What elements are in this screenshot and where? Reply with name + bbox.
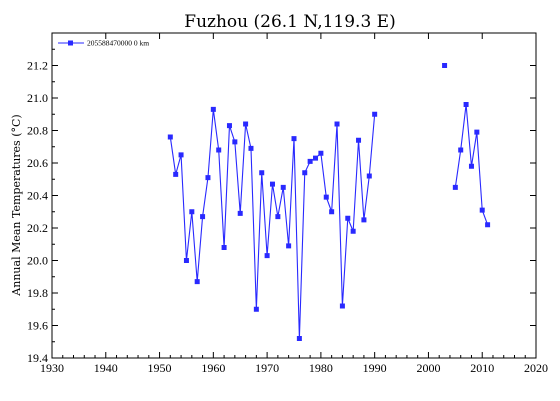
data-point <box>302 170 308 176</box>
data-point <box>339 303 345 309</box>
x-tick-label: 1960 <box>201 361 225 375</box>
data-point <box>474 129 480 135</box>
y-tick-label: 20.2 <box>27 221 48 235</box>
data-point <box>183 258 189 263</box>
axis-ticks: 1930 1940 1950 1960 1970 1980 1990 2000 2010 2020… <box>27 33 548 375</box>
x-tick-label: 2020 <box>524 361 548 375</box>
data-point <box>264 253 270 259</box>
data-point <box>243 121 249 127</box>
data-point <box>366 173 372 179</box>
data-point <box>485 222 491 228</box>
data-point <box>205 175 211 181</box>
data-point <box>221 245 227 250</box>
data-point <box>194 279 200 285</box>
chart-title: Fuzhou (26.1 N,119.3 E) <box>184 12 395 32</box>
data-point <box>318 150 324 156</box>
y-axis-label: Annual Mean Temperatures (°C) <box>10 114 23 296</box>
data-point <box>329 209 335 215</box>
y-tick-label: 19.4 <box>27 351 48 365</box>
x-tick-label: 1980 <box>309 361 333 375</box>
data-point <box>345 215 351 221</box>
data-point <box>167 134 173 140</box>
data-point <box>232 139 238 145</box>
data-point <box>248 145 254 151</box>
y-tick-label: 20.0 <box>27 254 48 268</box>
data-point <box>178 152 184 158</box>
data-point <box>280 184 286 190</box>
y-tick-label: 19.8 <box>27 286 48 300</box>
data-point <box>216 147 222 153</box>
series-group <box>167 63 491 341</box>
data-point <box>189 209 195 215</box>
y-tick-label: 20.6 <box>27 156 48 170</box>
data-point <box>291 136 297 142</box>
x-tick-label: 1990 <box>363 361 387 375</box>
data-point <box>372 111 378 117</box>
x-tick-label: 1940 <box>94 361 118 375</box>
data-point <box>210 106 216 112</box>
y-tick-label: 21.0 <box>27 91 48 105</box>
data-point <box>200 214 206 220</box>
plot-frame <box>51 32 537 359</box>
legend-marker <box>68 40 73 46</box>
x-tick-label: 1950 <box>148 361 172 375</box>
legend: 205588470000 0 km <box>58 39 149 48</box>
y-tick-label: 20.4 <box>27 189 48 203</box>
data-point <box>361 217 367 223</box>
x-tick-label: 1930 <box>40 361 64 375</box>
x-tick-label: 2000 <box>416 361 440 375</box>
y-tick-label: 19.6 <box>27 319 48 333</box>
data-point <box>286 243 292 249</box>
data-point <box>350 228 356 234</box>
y-tick-label: 21.2 <box>27 59 48 73</box>
data-point <box>237 210 243 216</box>
data-point <box>323 194 329 200</box>
data-point <box>468 163 474 169</box>
data-point <box>226 123 232 129</box>
data-point <box>463 102 469 107</box>
data-point <box>313 155 319 161</box>
data-point <box>442 63 448 68</box>
x-tick-label: 1970 <box>255 361 279 375</box>
data-point <box>307 158 313 164</box>
data-point <box>259 170 265 176</box>
x-tick-label: 2010 <box>470 361 494 375</box>
data-point <box>275 214 281 220</box>
data-point <box>458 147 464 153</box>
data-point <box>356 137 362 143</box>
data-point <box>173 171 179 177</box>
data-point <box>452 184 458 190</box>
data-point <box>296 336 302 341</box>
data-point <box>269 181 275 187</box>
data-point <box>334 121 340 127</box>
data-point <box>479 207 485 213</box>
data-point <box>253 306 259 312</box>
legend-entry: 205588470000 0 km <box>87 39 149 48</box>
y-tick-label: 20.8 <box>27 124 48 138</box>
